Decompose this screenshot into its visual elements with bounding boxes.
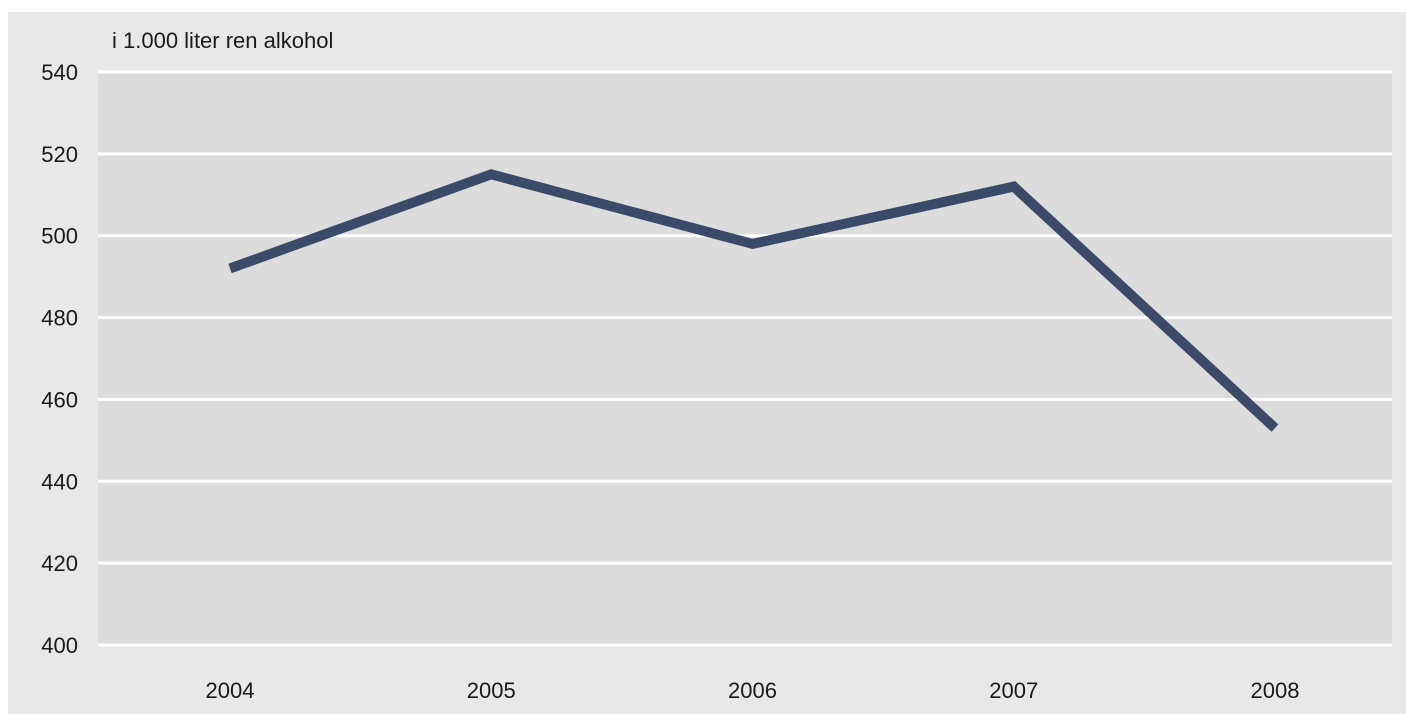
x-tick-label-2007: 2007 xyxy=(989,678,1038,703)
x-tick-label-2005: 2005 xyxy=(467,678,516,703)
x-tick-label-2008: 2008 xyxy=(1251,678,1300,703)
y-axis-unit-label: i 1.000 liter ren alkohol xyxy=(112,28,333,53)
y-tick-label-480: 480 xyxy=(41,306,78,331)
y-tick-label-520: 520 xyxy=(41,142,78,167)
y-tick-label-540: 540 xyxy=(41,60,78,85)
series-group xyxy=(228,169,1279,432)
plot-area xyxy=(98,72,1392,645)
y-tick-label-460: 460 xyxy=(41,387,78,412)
y-tick-label-500: 500 xyxy=(41,224,78,249)
y-tick-label-420: 420 xyxy=(41,551,78,576)
y-axis-tick-labels: 400 420 440 460 480 500 520 540 xyxy=(41,60,78,658)
x-tick-label-2004: 2004 xyxy=(206,678,255,703)
x-tick-label-2006: 2006 xyxy=(728,678,777,703)
y-tick-label-400: 400 xyxy=(41,633,78,658)
x-axis-tick-labels: 2004 2005 2006 2007 2008 xyxy=(206,678,1300,703)
y-tick-label-440: 440 xyxy=(41,469,78,494)
